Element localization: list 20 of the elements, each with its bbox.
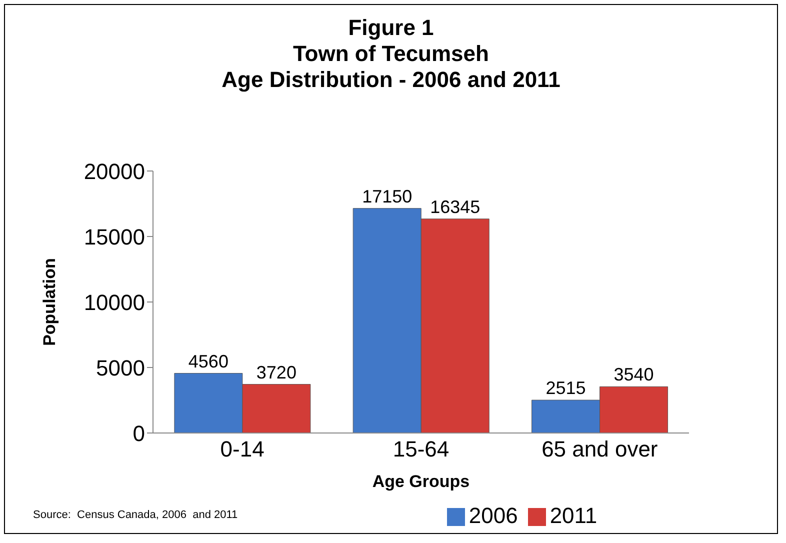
chart-title: Figure 1 Town of Tecumseh Age Distribution - 2006 and 2011	[220, 15, 562, 93]
data-label: 16345	[430, 196, 480, 217]
legend-label: 2006	[468, 503, 518, 528]
data-label: 2515	[546, 378, 586, 398]
y-tick-label: 20000	[84, 158, 145, 184]
data-label: 3720	[256, 362, 296, 382]
x-axis-title: Age Groups	[372, 472, 470, 491]
y-tick-label: 5000	[96, 355, 145, 380]
data-label: 4560	[188, 351, 228, 372]
x-tick-label: 0-14	[220, 436, 264, 462]
x-tick-label: 65 and over	[542, 436, 658, 462]
y-axis-title: Population	[40, 258, 60, 346]
data-label: 3540	[614, 364, 654, 385]
x-tick-label: 15-64	[392, 436, 450, 462]
data-label: 17150	[362, 186, 412, 206]
source-note: Source: Census Canada, 2006 and 2011	[33, 509, 238, 521]
y-tick-label: 0	[132, 420, 145, 446]
y-tick-label: 15000	[84, 224, 145, 250]
legend-label: 2011	[550, 503, 598, 528]
y-tick-label: 10000	[84, 290, 145, 315]
